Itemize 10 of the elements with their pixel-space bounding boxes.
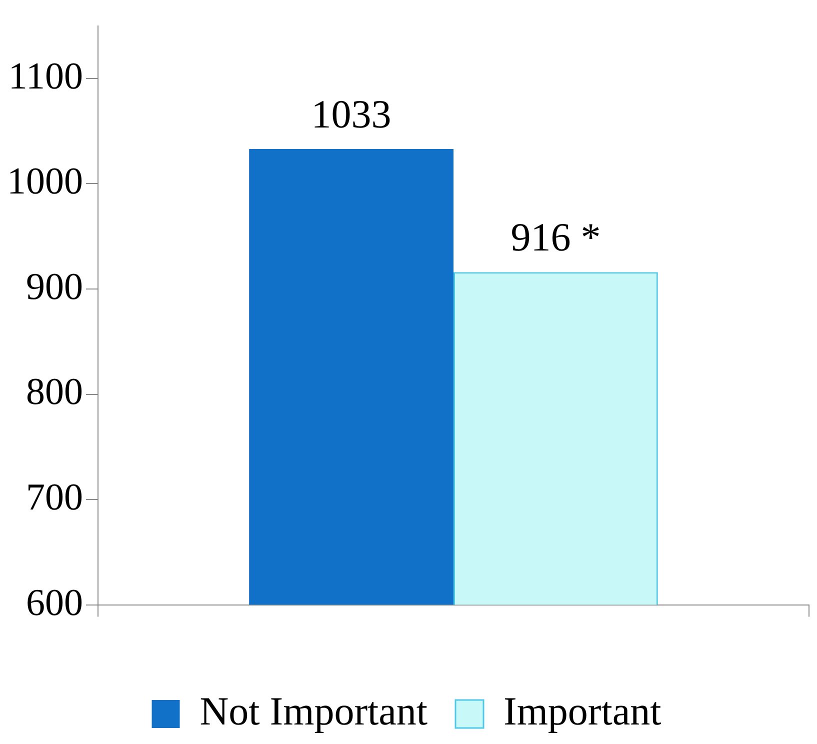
legend-label: Not Important (200, 688, 428, 734)
y-tick-label: 900 (26, 266, 83, 308)
data-label: 916 * (510, 214, 601, 260)
y-tick-label: 600 (26, 582, 83, 624)
y-tick-label: 700 (26, 476, 83, 519)
legend-label: Important (504, 688, 662, 734)
y-tick-label: 800 (26, 371, 83, 414)
data-label: 1033 (311, 91, 392, 136)
y-tick-label: 1000 (7, 160, 83, 203)
y-tick-label: 1100 (8, 55, 83, 98)
